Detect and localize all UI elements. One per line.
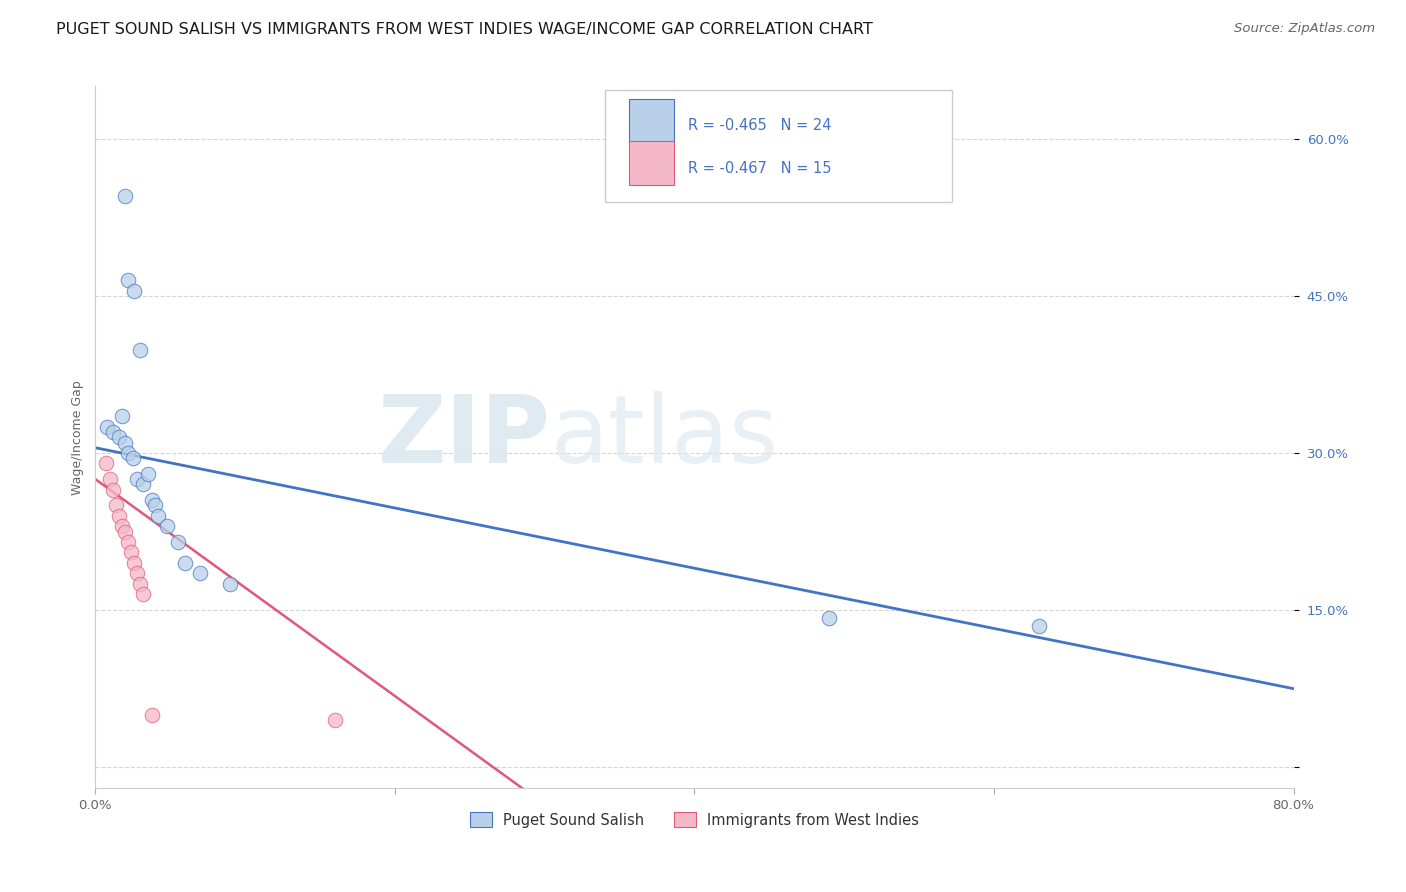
Point [117, 535, 139, 549]
Point [124, 556, 146, 570]
Point [156, 519, 179, 533]
Point [141, 707, 163, 722]
Point [132, 587, 155, 601]
Point [141, 493, 163, 508]
Legend: Puget Sound Salish, Immigrants from West Indies: Puget Sound Salish, Immigrants from West… [464, 806, 925, 833]
Point [174, 556, 197, 570]
Point [143, 499, 166, 513]
Point [120, 545, 142, 559]
Text: Source: ZipAtlas.com: Source: ZipAtlas.com [1234, 22, 1375, 36]
Point [94, 457, 117, 471]
Point [124, 284, 146, 298]
Text: atlas: atlas [551, 392, 779, 483]
Point [117, 446, 139, 460]
FancyBboxPatch shape [628, 99, 673, 143]
Point [148, 508, 170, 523]
Point [121, 451, 143, 466]
Point [114, 435, 136, 450]
Text: R = -0.467   N = 15: R = -0.467 N = 15 [689, 161, 832, 177]
Point [127, 472, 149, 486]
Point [132, 477, 155, 491]
Point [96, 419, 118, 434]
FancyBboxPatch shape [605, 90, 952, 202]
Point [127, 566, 149, 581]
Point [103, 425, 125, 439]
Point [98, 472, 121, 486]
Point [105, 499, 128, 513]
Point [114, 189, 136, 203]
Point [323, 713, 346, 727]
Point [188, 566, 211, 581]
Point [1028, 619, 1050, 633]
Point [117, 273, 139, 287]
FancyBboxPatch shape [628, 141, 673, 185]
Point [136, 467, 159, 481]
Text: PUGET SOUND SALISH VS IMMIGRANTS FROM WEST INDIES WAGE/INCOME GAP CORRELATION CH: PUGET SOUND SALISH VS IMMIGRANTS FROM WE… [56, 22, 873, 37]
Point [219, 577, 242, 591]
Point [103, 483, 125, 497]
Point [818, 611, 841, 625]
Point [114, 524, 136, 539]
Point [111, 409, 134, 424]
Point [111, 519, 134, 533]
Point [108, 430, 131, 444]
Point [166, 535, 188, 549]
Point [108, 508, 131, 523]
Y-axis label: Wage/Income Gap: Wage/Income Gap [72, 380, 84, 495]
Point [129, 577, 152, 591]
Text: R = -0.465   N = 24: R = -0.465 N = 24 [689, 118, 832, 133]
Point [129, 343, 152, 358]
Text: ZIP: ZIP [378, 392, 551, 483]
